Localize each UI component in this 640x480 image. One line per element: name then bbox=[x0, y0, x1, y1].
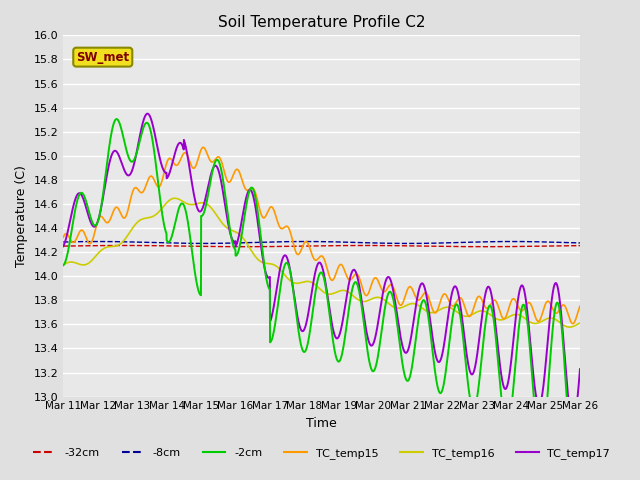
Title: Soil Temperature Profile C2: Soil Temperature Profile C2 bbox=[218, 15, 426, 30]
Text: SW_met: SW_met bbox=[76, 50, 129, 64]
Y-axis label: Temperature (C): Temperature (C) bbox=[15, 165, 28, 267]
Legend: -32cm, -8cm, -2cm, TC_temp15, TC_temp16, TC_temp17: -32cm, -8cm, -2cm, TC_temp15, TC_temp16,… bbox=[29, 444, 614, 463]
X-axis label: Time: Time bbox=[307, 417, 337, 430]
